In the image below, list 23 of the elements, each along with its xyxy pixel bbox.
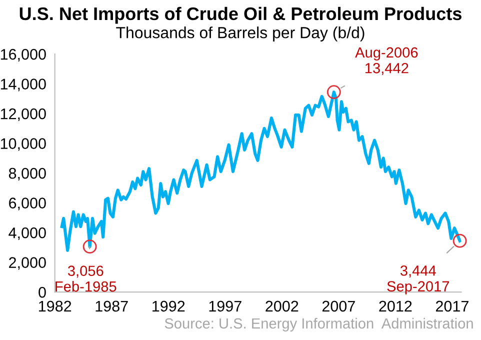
annotation: 3,444 Sep-2017 [387,265,450,294]
y-tick-label: 2,000 [9,257,46,270]
y-tick-label: 0 [38,286,46,298]
x-tick-label: 1997 [209,300,242,312]
y-tick-label: 8,000 [8,168,46,181]
y-tick-label: 12,000 [0,108,46,122]
annotation: Aug-2006 13,442 [355,47,418,76]
x-tick-label: 1992 [152,300,185,312]
x-tick-label: 1982 [39,300,72,312]
x-tick-label: 1987 [96,300,128,312]
y-tick-label: 14,000 [0,78,46,92]
y-tick-label: 10,000 [0,138,46,151]
y-tick-label: 6,000 [9,198,46,210]
source-note: Source: U.S. Energy Information Administration [164,318,473,332]
chart-title: U.S. Net Imports of Crude Oil & Petroleum Products [20,6,462,24]
x-tick-label: 2017 [436,300,468,312]
y-tick-label: 4,000 [8,227,46,240]
chart-subtitle: Thousands of Barrels per Day (b/d) [116,26,364,42]
y-tick-label: 16,000 [0,48,46,62]
annotation: 3,056 Feb-1985 [56,266,116,292]
x-tick-label: 2002 [266,300,298,312]
x-tick-label: 2012 [379,300,412,312]
x-tick-label: 2007 [322,300,355,312]
